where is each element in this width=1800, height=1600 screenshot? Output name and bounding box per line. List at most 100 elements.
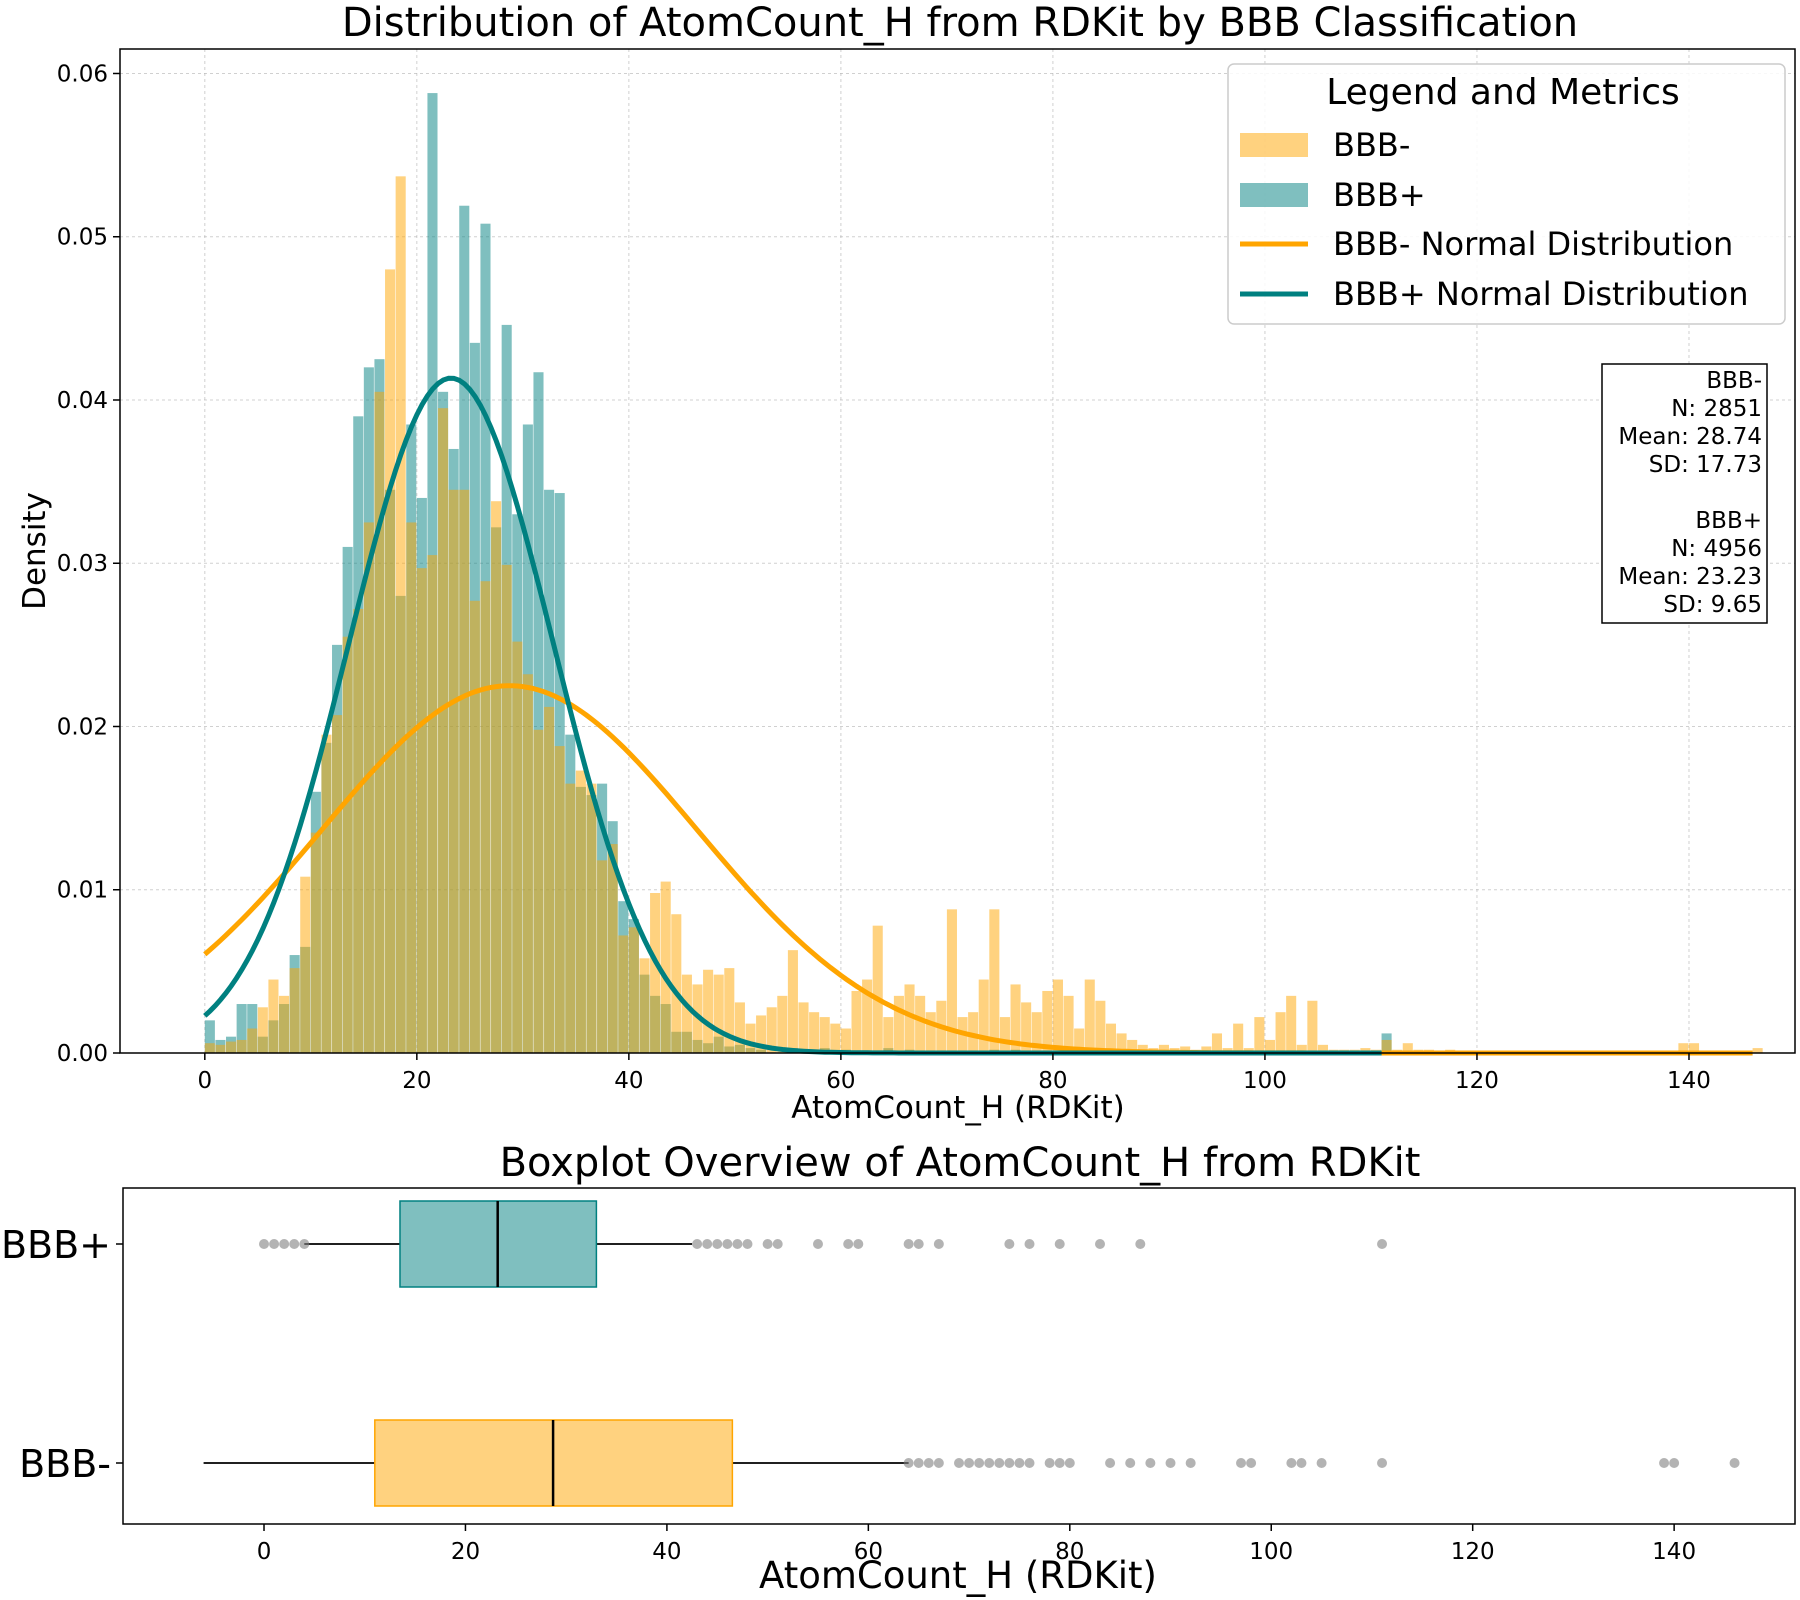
boxplot-x-tick-label: 120 [1451, 1539, 1495, 1565]
bbb-neg-bar [1317, 1044, 1329, 1053]
bbb-neg-bar [385, 269, 396, 1053]
bbb-neg-outlier [1004, 1458, 1015, 1468]
bbb-neg-bar [279, 995, 290, 1053]
bbb-neg-bar [607, 844, 618, 1053]
bbb-pos-outlier [1024, 1239, 1035, 1249]
legend: Legend and Metrics BBB- BBB+ BBB- Normal… [1227, 63, 1786, 325]
bbb-neg-bar [1264, 1039, 1276, 1053]
bbb-neg-bar [395, 176, 406, 1054]
bbb-neg-bar [236, 1039, 247, 1053]
bbb-neg-bar [734, 1002, 745, 1053]
bbb-neg-bar [565, 783, 576, 1053]
bbb-neg-bar [554, 746, 565, 1053]
bbb-neg-bar [745, 1023, 756, 1053]
bbb-neg-bar [353, 608, 364, 1053]
boxplot-content [203, 1200, 1740, 1507]
metrics-bbb-pos-mean: Mean: 23.23 [1618, 564, 1762, 590]
bbb-neg-bar [618, 935, 629, 1053]
bbb-neg-outlier [923, 1458, 934, 1468]
bbb-neg-bar [1275, 1012, 1286, 1053]
boxplot-x-tick-label: 20 [451, 1539, 480, 1565]
bbb-neg-outlier [1316, 1458, 1327, 1468]
boxplot-x-tick-label: 0 [257, 1539, 272, 1565]
bbb-neg-outlier [984, 1458, 995, 1468]
histogram-x-ticks: 0 20 40 60 80 100 120 140 [197, 1053, 1711, 1094]
bbb-neg-bar [406, 522, 417, 1053]
bbb-pos-outlier [913, 1239, 924, 1249]
bbb-neg-outlier [964, 1458, 975, 1468]
boxplot-title: Boxplot Overview of AtomCount_H from RDK… [500, 1140, 1421, 1186]
boxplot-category-labels: BBB+ BBB- [1, 1223, 123, 1486]
bbb-neg-outlier [1659, 1458, 1670, 1468]
bbb-neg-bar [310, 832, 321, 1053]
bbb-neg-bar [1254, 1017, 1265, 1053]
histogram-panel: Distribution of AtomCount_H from RDKit b… [17, 0, 1796, 1126]
bbb-neg-bar [491, 501, 502, 1053]
bbb-neg-bar [809, 1012, 820, 1053]
bbb-pos-outlier [299, 1239, 310, 1249]
bbb-pos-outlier [702, 1239, 713, 1249]
bbb-pos-outlier [279, 1239, 290, 1249]
legend-frame [1227, 63, 1786, 325]
bbb-neg-bar [438, 408, 449, 1053]
bbb-neg-bar [999, 1017, 1010, 1053]
bbb-neg-outlier [1145, 1458, 1156, 1468]
bbb-neg-bar [342, 636, 353, 1053]
bbb-neg-bar [1158, 1044, 1169, 1053]
histogram-y-label: Density [17, 492, 53, 610]
bbb-neg-bar [1127, 1039, 1138, 1053]
x-tick-label: 20 [402, 1068, 431, 1094]
bbb-neg-bar [1180, 1046, 1191, 1053]
metrics-box-frame [1601, 363, 1768, 624]
bbb-neg-bar [1211, 1033, 1223, 1053]
bbb-neg-bar [586, 783, 597, 1053]
boxplot-x-tick-label: 100 [1249, 1539, 1293, 1565]
bbb-neg-bar [1116, 1033, 1127, 1053]
bbb-neg-bar [480, 581, 491, 1053]
bbb-neg-bar [1095, 1000, 1106, 1053]
bbb-neg-bar [416, 568, 427, 1053]
bbb-neg-bar [893, 995, 904, 1053]
bbb-neg-bar [1105, 1023, 1116, 1053]
bbb-pos-outlier [933, 1239, 944, 1249]
bbb-neg-bar [628, 927, 639, 1053]
bbb-neg-bar [883, 1017, 894, 1053]
bbb-pos-outlier [1004, 1239, 1015, 1249]
bbb-neg-bar [1286, 995, 1297, 1053]
bbb-pos-outlier [762, 1239, 773, 1249]
boxplot-panel: Boxplot Overview of AtomCount_H from RDK… [1, 1140, 1796, 1597]
bbb-neg-bar [300, 876, 311, 1053]
x-tick-label: 80 [1038, 1068, 1067, 1094]
bbb-neg-bar [777, 995, 788, 1053]
boxplot-x-tick-label: 140 [1652, 1539, 1696, 1565]
bbb-neg-bar [1010, 984, 1021, 1053]
bbb-neg-bar [1021, 1002, 1032, 1053]
bbb-neg-bar [1063, 995, 1074, 1053]
bbb-neg-outlier [1377, 1458, 1388, 1468]
legend-swatch-bbb-pos [1240, 183, 1308, 207]
bbb-neg-outlier [994, 1458, 1005, 1468]
histogram-x-label: AtomCount_H (RDKit) [791, 1090, 1124, 1126]
bbb-neg-bar [1402, 1043, 1413, 1053]
y-tick-label: 0.01 [57, 878, 108, 904]
legend-label-bbb-neg: BBB- [1333, 126, 1410, 164]
bbb-neg-bar [904, 984, 915, 1053]
bbb-neg-bar [268, 979, 279, 1053]
bbb-neg-bar [819, 1017, 830, 1053]
bbb-neg-bar [787, 950, 798, 1053]
bbb-neg-bar [1084, 979, 1095, 1053]
bbb-neg-outlier [1044, 1458, 1055, 1468]
bbb-neg-bar [650, 893, 661, 1053]
metrics-bbb-pos-label: BBB+ [1695, 508, 1762, 534]
x-tick-label: 100 [1243, 1068, 1287, 1094]
histogram-title: Distribution of AtomCount_H from RDKit b… [342, 0, 1578, 46]
bbb-neg-bar [1233, 1023, 1244, 1053]
bbb-neg-outlier [1669, 1458, 1680, 1468]
bbb-neg-bar [1031, 1012, 1042, 1053]
bbb-neg-outlier [1185, 1458, 1196, 1468]
bbb-neg-bar [851, 990, 862, 1053]
y-tick-label: 0.03 [57, 551, 108, 577]
bbb-neg-outlier [1125, 1458, 1136, 1468]
bbb-neg-bar [215, 1044, 226, 1053]
